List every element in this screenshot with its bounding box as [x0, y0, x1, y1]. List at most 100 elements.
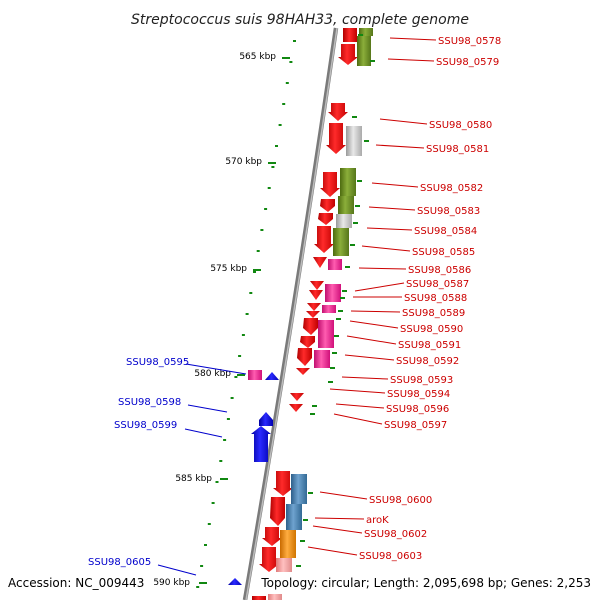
gene-label[interactable]: SSU98_0590 [400, 324, 463, 335]
minor-tick [245, 313, 249, 315]
scale-tick [268, 162, 276, 164]
cog-bar-0585[interactable] [333, 228, 349, 256]
cog-bar-0592[interactable] [314, 350, 330, 368]
leader-line [358, 267, 407, 270]
gene-arrow-0593[interactable] [297, 348, 312, 366]
leader-line [312, 525, 363, 534]
cog-bar-next[interactable] [268, 594, 282, 600]
cog-bar-aroK[interactable] [286, 504, 302, 530]
cog-bar-0579[interactable] [357, 36, 371, 66]
gene-tick [355, 205, 360, 207]
gene-label[interactable]: SSU98_0586 [408, 265, 471, 276]
gene-label[interactable]: SSU98_0594 [387, 389, 450, 400]
gene-tick [310, 413, 315, 415]
cog-bar-0586[interactable] [328, 259, 342, 270]
gene-arrow-next[interactable] [252, 596, 266, 600]
gene-label[interactable]: SSU98_0598 [118, 397, 181, 408]
cog-bar-0583[interactable] [338, 196, 354, 214]
gene-tick [334, 335, 339, 337]
gene-arrow-0588[interactable] [309, 290, 323, 300]
leader-line [368, 206, 416, 211]
gene-label[interactable]: SSU98_0592 [396, 356, 459, 367]
gene-label[interactable]: SSU98_0585 [412, 247, 475, 258]
cog-bar-0581[interactable] [346, 126, 362, 156]
gene-arrow-0592[interactable] [300, 336, 315, 348]
gene-arrow-0582[interactable] [320, 172, 340, 197]
gene-label[interactable]: SSU98_0600 [369, 495, 432, 506]
cog-bar-0603[interactable] [276, 558, 292, 572]
gene-arrow-0579[interactable] [338, 44, 358, 65]
gene-label[interactable]: SSU98_0587 [406, 279, 469, 290]
gene-arrow-0587[interactable] [310, 281, 324, 290]
leader-line [341, 376, 389, 380]
gene-arrow-0598[interactable] [259, 412, 273, 426]
gene-arrow-0602[interactable] [262, 527, 282, 546]
gene-arrow-aroK[interactable] [270, 497, 285, 526]
gene-tick [358, 34, 363, 36]
cog-bar-0589[interactable] [322, 305, 336, 313]
scale-tick [199, 582, 207, 584]
gene-arrow-0584[interactable] [318, 213, 333, 225]
gene-arrow-0594[interactable] [296, 368, 310, 375]
gene-arrow-0597[interactable] [289, 404, 303, 412]
leader-line [361, 245, 411, 252]
gene-tick [364, 140, 369, 142]
gene-tick [357, 180, 362, 182]
gene-arrow-0585[interactable] [314, 226, 334, 253]
gene-label[interactable]: SSU98_0599 [114, 420, 177, 431]
gene-label[interactable]: SSU98_0602 [364, 529, 427, 540]
cog-bar-0584[interactable] [336, 214, 352, 228]
gene-label[interactable]: SSU98_0605 [88, 557, 151, 568]
leader-line [379, 118, 428, 125]
gene-tick [370, 60, 375, 62]
gene-arrow-0600[interactable] [273, 471, 293, 496]
gene-label[interactable]: SSU98_0584 [414, 226, 477, 237]
gene-label[interactable]: SSU98_0582 [420, 183, 483, 194]
gene-arrow-0580[interactable] [328, 103, 348, 121]
gene-arrow-0586[interactable] [313, 257, 327, 268]
gene-label[interactable]: SSU98_0588 [404, 293, 467, 304]
scale-label: 565 kbp [239, 52, 276, 62]
cog-bar-0578[interactable] [359, 28, 373, 36]
cog-bar-0602[interactable] [280, 530, 296, 558]
gene-label[interactable]: aroK [366, 515, 389, 526]
minor-ticks [196, 40, 296, 588]
cog-bar-0600[interactable] [291, 474, 307, 504]
gene-label[interactable]: SSU98_0581 [426, 144, 489, 155]
gene-label[interactable]: SSU98_0593 [390, 375, 453, 386]
gene-label[interactable]: SSU98_0591 [398, 340, 461, 351]
cog-bar-0587[interactable] [325, 284, 341, 302]
gene-label[interactable]: SSU98_0596 [386, 404, 449, 415]
gene-arrow-0591[interactable] [303, 318, 318, 335]
gene-label[interactable]: SSU98_0595 [126, 357, 189, 368]
gene-tick [345, 266, 350, 268]
gene-arrow-0581[interactable] [326, 123, 346, 154]
gene-label[interactable]: SSU98_0603 [359, 551, 422, 562]
gene-tick [338, 310, 343, 312]
gene-arrow-0603[interactable] [259, 547, 279, 572]
gene-arrow-0595[interactable] [265, 372, 279, 380]
leader-line [333, 413, 383, 425]
gene-arrow-0596[interactable] [290, 393, 304, 401]
gene-arrow-0605[interactable] [228, 578, 242, 585]
gene-arrow-0583[interactable] [320, 199, 335, 212]
cog-bar-0582[interactable] [340, 168, 356, 196]
genome-backbone [242, 27, 339, 600]
gene-label[interactable]: SSU98_0580 [429, 120, 492, 131]
cog-bar-0595[interactable] [248, 370, 262, 380]
gene-label[interactable]: SSU98_0597 [384, 420, 447, 431]
gene-arrow-0589[interactable] [307, 303, 321, 311]
cog-bar-0591[interactable] [318, 320, 334, 348]
gene-label[interactable]: SSU98_0589 [402, 308, 465, 319]
leader-line [366, 227, 413, 231]
minor-tick [289, 61, 293, 63]
gene-label[interactable]: SSU98_0579 [436, 57, 499, 68]
scale-label: 575 kbp [210, 264, 247, 274]
gene-label[interactable]: SSU98_0578 [438, 36, 501, 47]
gene-arrow-0590[interactable] [306, 311, 320, 318]
gene-arrow-0599[interactable] [251, 426, 271, 462]
cog-category-bars [268, 28, 373, 600]
gene-tick [336, 318, 341, 320]
gene-arrow-0578[interactable] [343, 28, 357, 42]
gene-label[interactable]: SSU98_0583 [417, 206, 480, 217]
